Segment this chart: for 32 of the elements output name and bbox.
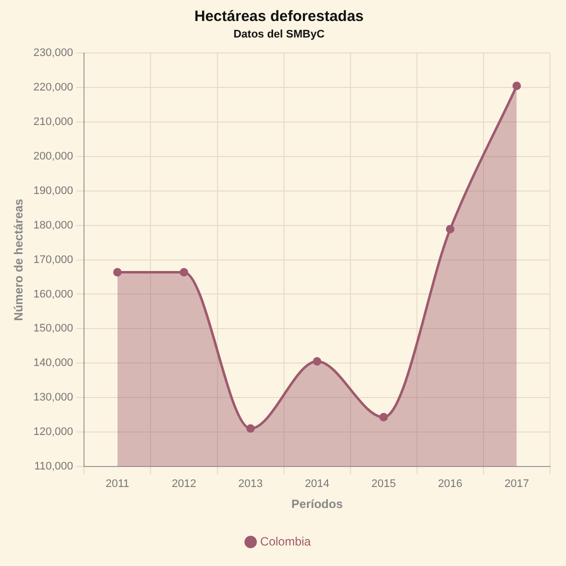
x-tick-label: 2016 (438, 478, 462, 490)
x-tick-label: 2013 (238, 478, 263, 490)
point (379, 412, 388, 422)
y-tick-label: 110,000 (34, 460, 74, 472)
x-tick-label: 2012 (172, 478, 196, 490)
x-tick-label: 2011 (106, 478, 130, 490)
point (113, 268, 122, 276)
point (446, 224, 454, 234)
chart-title: Hectáreas deforestadas (194, 8, 364, 26)
y-axis-title: Número de hectáreas (12, 198, 26, 321)
y-tick-label: 130,000 (33, 392, 74, 404)
x-tick-label: 2017 (504, 478, 529, 490)
y-tick-label: 160,000 (33, 288, 74, 300)
y-tick-label: 170,000 (33, 254, 74, 266)
y-tick-label: 150,000 (33, 322, 74, 335)
y-tick-label: 140,000 (33, 357, 74, 370)
y-tick-label: 210,000 (33, 116, 74, 128)
x-tick-label: 2014 (304, 478, 330, 490)
point (246, 424, 255, 433)
y-tick-label: 220,000 (33, 82, 74, 94)
legend-label: Colombia (260, 534, 312, 548)
point (312, 357, 322, 366)
x-tick-label: 2015 (371, 478, 396, 490)
point (180, 268, 188, 276)
y-tick-label: 190,000 (33, 184, 74, 197)
y-tick-label: 200,000 (33, 150, 74, 163)
y-tick-label: 180,000 (33, 219, 74, 232)
chart-subtitle: Datos del SMByC (233, 28, 325, 41)
point (512, 82, 521, 90)
y-tick-label: 230,000 (33, 47, 74, 60)
y-tick-label: 120,000 (33, 426, 74, 438)
x-axis-title: Períodos (291, 497, 344, 512)
